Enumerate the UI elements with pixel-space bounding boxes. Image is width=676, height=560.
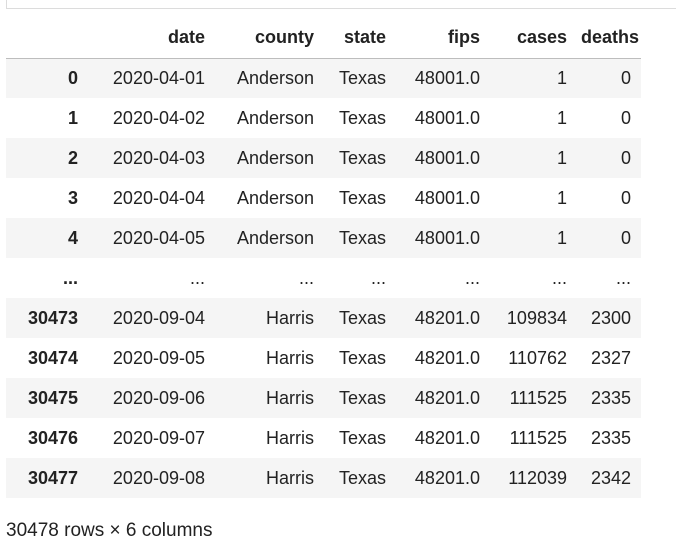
cell-fips: 48201.0 xyxy=(414,307,480,328)
header-deaths: deaths xyxy=(577,18,641,59)
cell-state: Texas xyxy=(338,107,386,128)
cell-county: ... xyxy=(298,267,314,288)
cell-date: 2020-04-04 xyxy=(112,187,205,208)
cell-deaths: 2335 xyxy=(590,427,631,448)
cell-cases: 1 xyxy=(556,107,567,128)
ellipsis-row: ... ... ... ... ... ... ... xyxy=(6,258,641,298)
cell-state: Texas xyxy=(338,227,386,248)
cell-date: 2020-09-06 xyxy=(112,387,205,408)
table-row: 3 2020-04-04 Anderson Texas 48001.0 1 0 xyxy=(6,178,641,218)
table-row: 30473 2020-09-04 Harris Texas 48201.0 10… xyxy=(6,298,641,338)
cell-deaths: 0 xyxy=(620,147,631,168)
cell-fips: 48201.0 xyxy=(414,347,480,368)
cell-cases: 110762 xyxy=(508,347,567,368)
cell-date: 2020-09-07 xyxy=(112,427,205,448)
row-index: 30473 xyxy=(27,307,78,328)
cell-date: 2020-09-05 xyxy=(112,347,205,368)
cell-state: Texas xyxy=(338,307,386,328)
dataframe-shape-caption: 30478 rows × 6 columns xyxy=(6,520,213,541)
cell-cases: 109834 xyxy=(506,307,567,328)
cell-fips: 48001.0 xyxy=(414,227,480,248)
cell-state: Texas xyxy=(338,387,386,408)
cell-fips: 48001.0 xyxy=(414,187,480,208)
row-index: 2 xyxy=(67,147,78,168)
dataframe-table: date county state fips cases deaths 0 20… xyxy=(6,18,641,498)
table-row: 30477 2020-09-08 Harris Texas 48201.0 11… xyxy=(6,458,641,498)
cell-cases: 111525 xyxy=(509,427,567,448)
previous-cell-edge xyxy=(6,0,676,9)
cell-date: 2020-09-08 xyxy=(112,467,205,488)
cell-county: Harris xyxy=(266,467,314,488)
cell-fips: 48001.0 xyxy=(414,107,480,128)
cell-county: Anderson xyxy=(236,227,314,248)
row-index: 30476 xyxy=(27,427,78,448)
cell-fips: 48001.0 xyxy=(414,67,480,88)
cell-deaths: ... xyxy=(615,267,631,288)
cell-deaths: 2300 xyxy=(590,307,631,328)
table-row: 1 2020-04-02 Anderson Texas 48001.0 1 0 xyxy=(6,98,641,138)
table-row: 30474 2020-09-05 Harris Texas 48201.0 11… xyxy=(6,338,641,378)
row-index: 1 xyxy=(67,107,78,128)
cell-fips: 48001.0 xyxy=(414,147,480,168)
cell-state: ... xyxy=(370,267,386,288)
table-row: 30476 2020-09-07 Harris Texas 48201.0 11… xyxy=(6,418,641,458)
cell-county: Anderson xyxy=(236,67,314,88)
cell-deaths: 2327 xyxy=(590,347,631,368)
header-county: county xyxy=(215,18,324,59)
header-fips: fips xyxy=(396,18,490,59)
cell-cases: ... xyxy=(551,267,567,288)
table-row: 2 2020-04-03 Anderson Texas 48001.0 1 0 xyxy=(6,138,641,178)
row-index: 4 xyxy=(67,227,78,248)
cell-county: Harris xyxy=(266,307,314,328)
cell-county: Anderson xyxy=(236,147,314,168)
table-row: 4 2020-04-05 Anderson Texas 48001.0 1 0 xyxy=(6,218,641,258)
cell-county: Harris xyxy=(266,347,314,368)
cell-state: Texas xyxy=(338,147,386,168)
table-row: 0 2020-04-01 Anderson Texas 48001.0 1 0 xyxy=(6,58,641,98)
header-row: date county state fips cases deaths xyxy=(6,18,641,59)
cell-fips: 48201.0 xyxy=(414,387,480,408)
cell-deaths: 2342 xyxy=(590,467,631,488)
cell-deaths: 2335 xyxy=(590,387,631,408)
cell-cases: 111525 xyxy=(509,387,567,408)
cell-state: Texas xyxy=(338,347,386,368)
cell-cases: 1 xyxy=(556,227,567,248)
header-cases: cases xyxy=(490,18,577,59)
cell-fips: 48201.0 xyxy=(414,427,480,448)
row-index: 30474 xyxy=(27,347,78,368)
cell-date: 2020-09-04 xyxy=(112,307,205,328)
cell-state: Texas xyxy=(338,427,386,448)
row-index: 30475 xyxy=(27,387,78,408)
row-index: 3 xyxy=(67,187,78,208)
row-index: ... xyxy=(62,267,78,288)
row-index: 30477 xyxy=(27,467,78,488)
cell-date: 2020-04-05 xyxy=(112,227,205,248)
header-state: state xyxy=(324,18,396,59)
row-index: 0 xyxy=(67,67,78,88)
cell-state: Texas xyxy=(338,187,386,208)
cell-cases: 1 xyxy=(556,187,567,208)
cell-county: Harris xyxy=(266,427,314,448)
cell-state: Texas xyxy=(338,467,386,488)
cell-fips: 48201.0 xyxy=(414,467,480,488)
cell-cases: 112039 xyxy=(508,467,567,488)
cell-date: 2020-04-03 xyxy=(112,147,205,168)
cell-deaths: 0 xyxy=(620,67,631,88)
table-row: 30475 2020-09-06 Harris Texas 48201.0 11… xyxy=(6,378,641,418)
cell-cases: 1 xyxy=(556,147,567,168)
cell-date: ... xyxy=(189,267,205,288)
cell-cases: 1 xyxy=(556,67,567,88)
cell-county: Anderson xyxy=(236,187,314,208)
cell-state: Texas xyxy=(338,67,386,88)
cell-county: Harris xyxy=(266,387,314,408)
cell-deaths: 0 xyxy=(620,187,631,208)
cell-deaths: 0 xyxy=(620,227,631,248)
cell-date: 2020-04-02 xyxy=(112,107,205,128)
cell-county: Anderson xyxy=(236,107,314,128)
header-index xyxy=(6,18,88,59)
cell-fips: ... xyxy=(464,267,480,288)
cell-deaths: 0 xyxy=(620,107,631,128)
cell-date: 2020-04-01 xyxy=(112,67,205,88)
header-date: date xyxy=(88,18,215,59)
